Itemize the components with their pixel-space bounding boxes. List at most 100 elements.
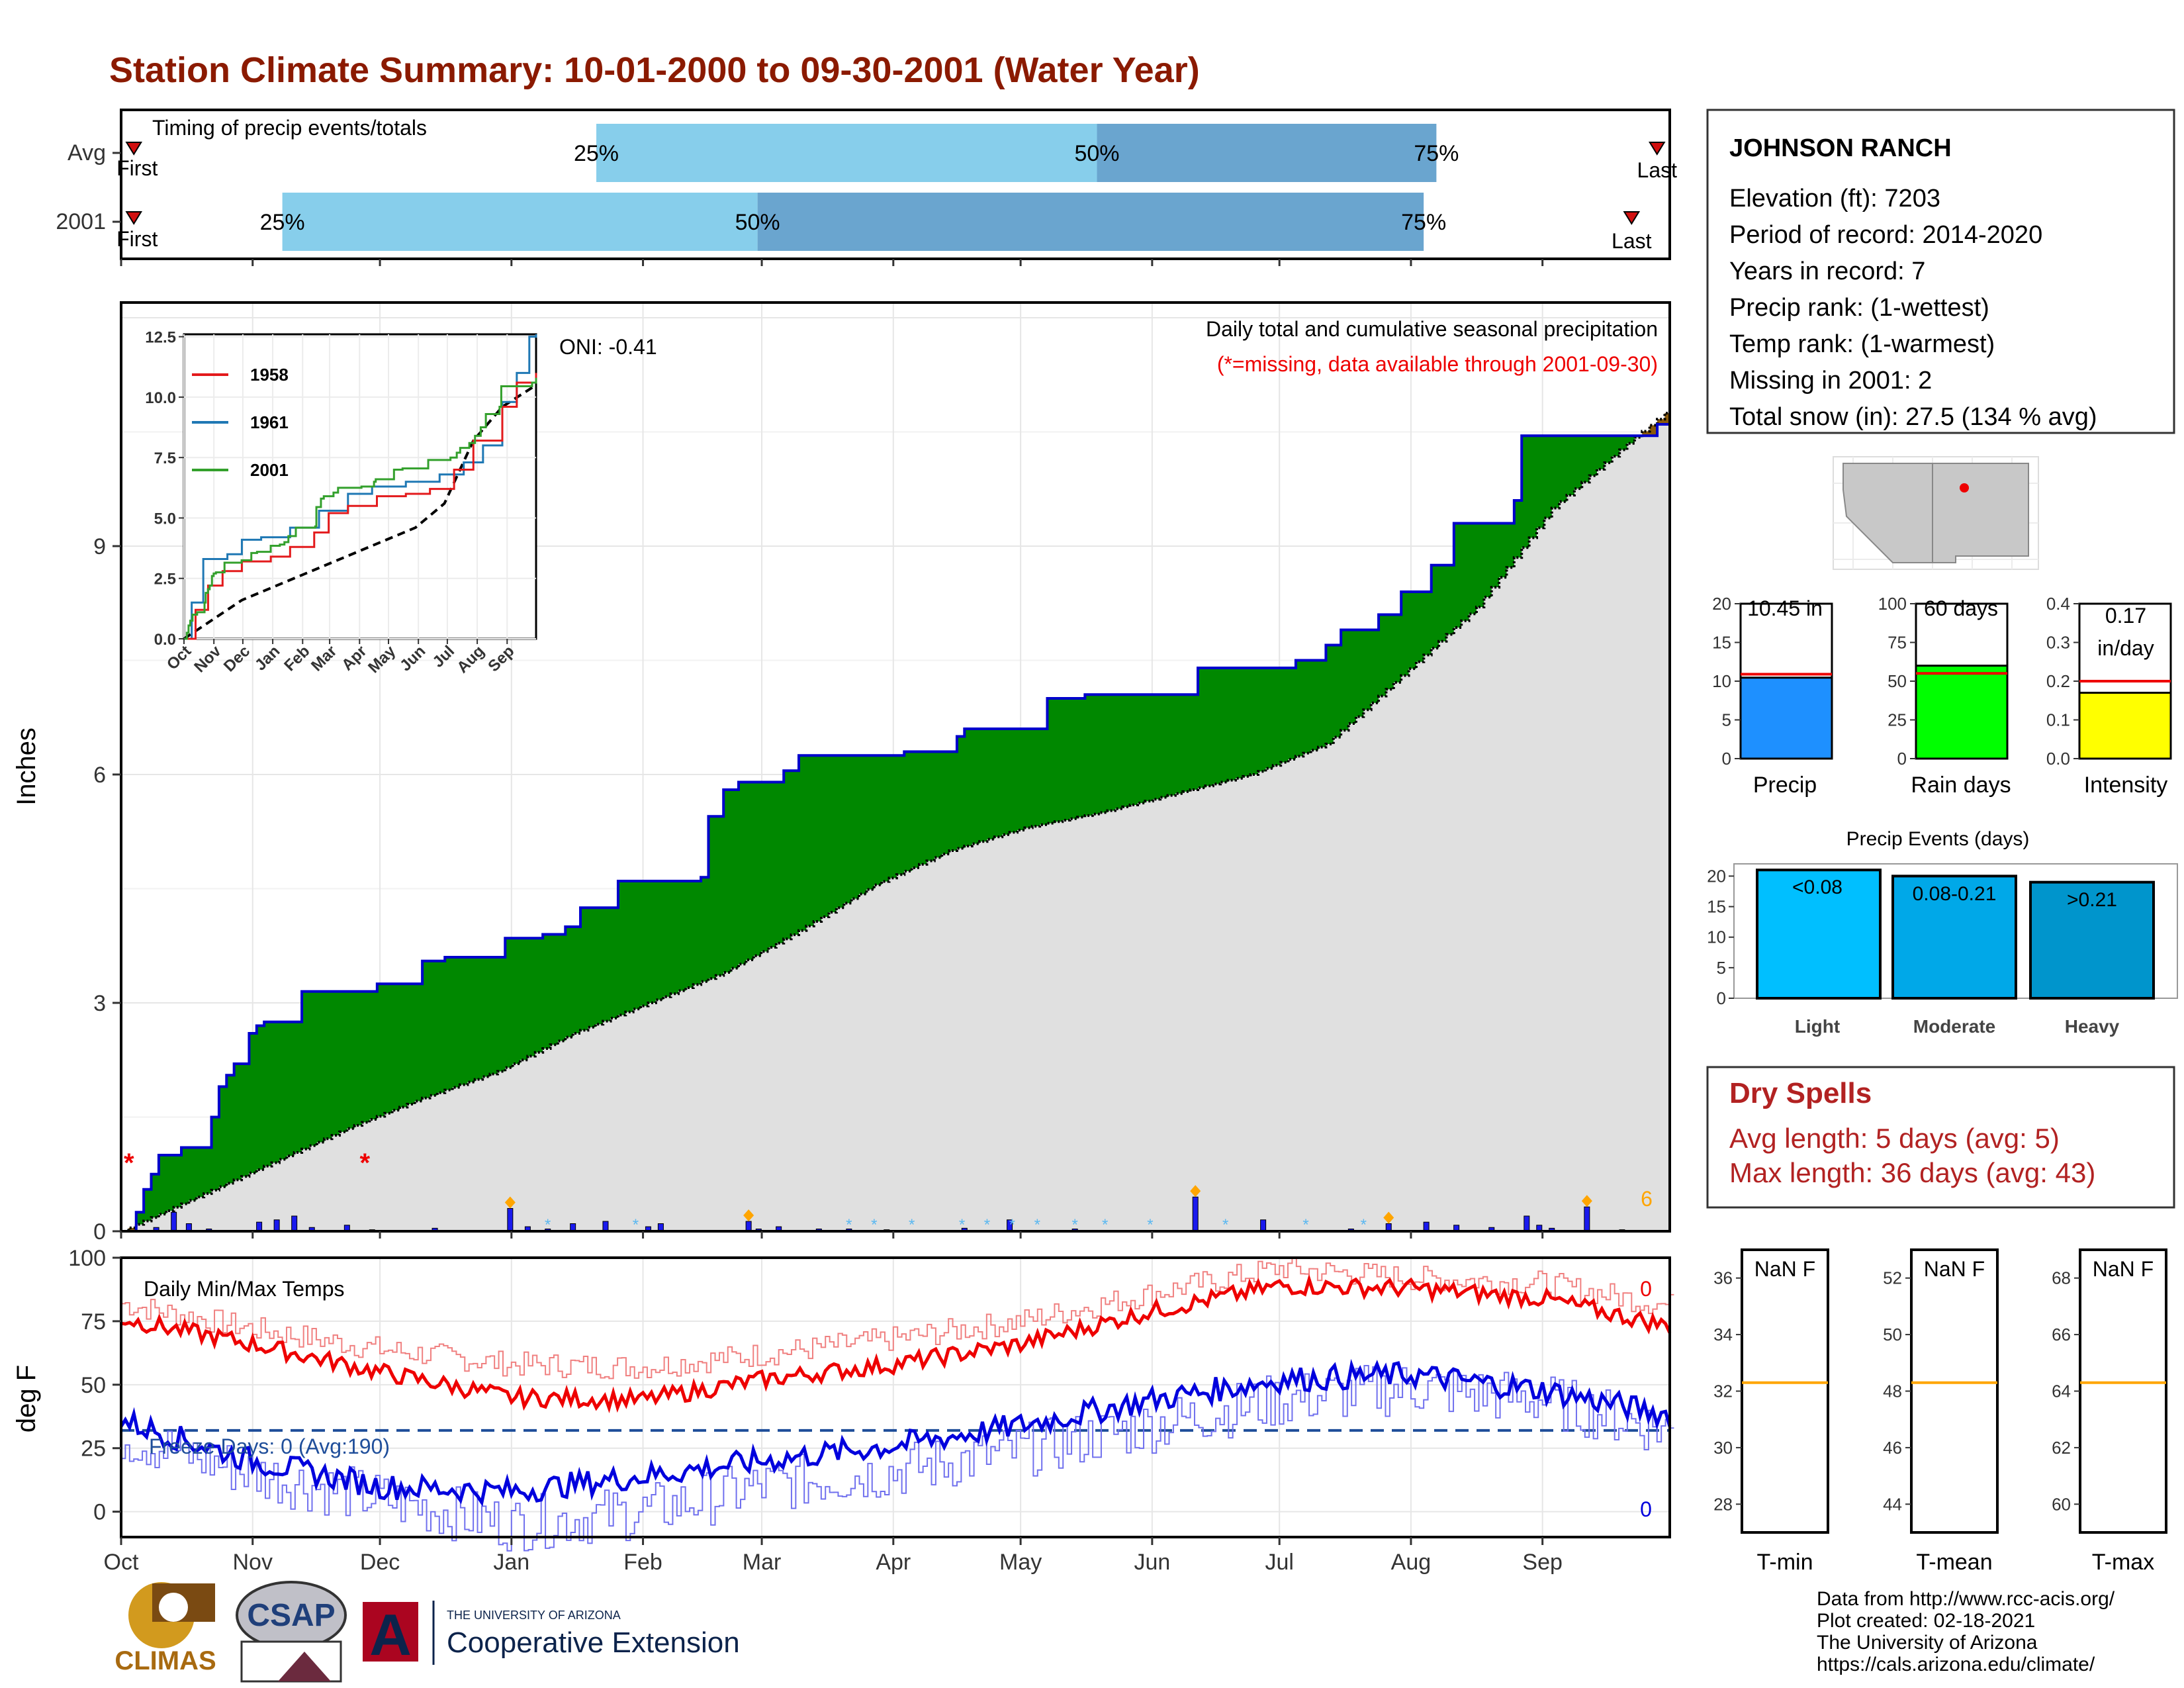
daily-precip-bar (1524, 1215, 1530, 1232)
csap-logo: CSAP (236, 1581, 347, 1683)
timing-last-marker-2001 (1623, 211, 1641, 225)
summary-bars: 0 5 10 15 20 0 25 50 75 100 0.0 0.1 0.2 0.3 0.4 (1712, 594, 2172, 769)
oni-label: ONI: -0.41 (559, 335, 657, 359)
max-temp-line (120, 1274, 1672, 1414)
daily-precip-bar (273, 1219, 280, 1232)
precip-missing-caption: (*=missing, data available through 2001-… (1217, 352, 1658, 376)
snowflake-marker: * (1361, 1216, 1367, 1234)
temp-box-tick-label: 62 (2052, 1438, 2071, 1458)
summary-bar-Intensity (2078, 692, 2172, 760)
month-label-mar: Mar (743, 1550, 782, 1575)
rain-days-bar-label: Rain days (1911, 773, 2011, 798)
credit-university: The University of Arizona (1817, 1632, 2038, 1654)
snow-event-marker (1581, 1195, 1592, 1207)
intensity-bar-unit: in/day (2097, 636, 2154, 660)
summary-tick-label: 50 (1888, 671, 1907, 691)
station-elevation: Elevation (ft): 7203 (1729, 185, 1940, 212)
month-label-dec: Dec (360, 1550, 400, 1575)
event-light-label: Light (1795, 1016, 1840, 1037)
event-heavy-label: Heavy (2065, 1016, 2120, 1037)
max-count-label: 0 (1640, 1277, 1652, 1301)
csap-text: CSAP (247, 1598, 335, 1633)
month-label-jan: Jan (493, 1550, 529, 1575)
temp-box-tick-label: 44 (1883, 1494, 1902, 1514)
summary-tick-label: 0.3 (2046, 633, 2070, 653)
snow-event-marker (743, 1209, 754, 1222)
temp-box-tick-label: 64 (2052, 1382, 2071, 1401)
timing-first-marker-Avg (125, 142, 143, 156)
month-label-oct: Oct (104, 1550, 139, 1575)
timing-avg-p50: 50% (1074, 141, 1119, 166)
summary-bar-Precip (1739, 677, 1833, 760)
snowflake-marker: * (1147, 1216, 1153, 1234)
inset-series-1961 (184, 334, 537, 640)
snowflake-marker: * (633, 1216, 639, 1234)
temp-y-tick-label: 25 (81, 1436, 106, 1462)
temp-box-tick-label: 52 (1883, 1268, 1902, 1288)
summary-tick-label: 100 (1878, 594, 1907, 614)
dry-max: Max length: 36 days (avg: 43) (1729, 1157, 2095, 1188)
inset-series-2001 (184, 377, 537, 640)
credit-url: https://cals.arizona.edu/climate/ (1817, 1654, 2095, 1675)
snowflake-marker: * (909, 1216, 915, 1234)
summary-tick-label: 10 (1712, 671, 1731, 691)
tmean-value: NaN F (1924, 1257, 1985, 1281)
events-tick-label: 15 (1707, 897, 1726, 917)
events-tick-label: 20 (1707, 866, 1726, 886)
inset-series-1958 (184, 373, 537, 640)
precip-y-tick-label: 6 (93, 763, 106, 788)
credit-data-source: Data from http://www.rcc-acis.org/ (1817, 1588, 2115, 1610)
events-tick-label: 10 (1707, 927, 1726, 947)
precip-y-tick-label: 9 (93, 534, 106, 559)
station-location-dot (1960, 483, 1969, 492)
precip-y-tick-label: 0 (93, 1219, 106, 1244)
snowflake-marker: * (846, 1216, 852, 1234)
timing-row-2001-name: 2001 (56, 209, 106, 234)
inset-y-tick-label: 0.0 (154, 631, 176, 649)
temp-panel: Daily Min/Max Temps Freeze Days: 0 (Avg:… (12, 1246, 1674, 1575)
event-count-label: 6 (1641, 1187, 1653, 1211)
temp-box-tick-label: 48 (1883, 1382, 1902, 1401)
events-tick-label: 5 (1717, 958, 1726, 978)
timing-2001-p75: 75% (1401, 210, 1446, 235)
snowflake-marker: * (871, 1216, 877, 1234)
event-moderate-label: Moderate (1913, 1016, 1995, 1037)
credit-plot-date: Plot created: 02-18-2021 (1817, 1610, 2035, 1632)
precip-frame (120, 301, 1671, 1233)
ua-block (363, 1602, 418, 1662)
snow-event-marker (1190, 1185, 1201, 1197)
tmin-value: NaN F (1754, 1257, 1815, 1281)
min-count-label: 0 (1640, 1497, 1652, 1521)
inset-y-tick-label: 2.5 (154, 571, 176, 588)
dry-spells: Dry Spells Avg length: 5 days (avg: 5) M… (1706, 1066, 2175, 1209)
snowflake-marker: * (1222, 1216, 1228, 1234)
average-cumulative-line (121, 412, 1670, 1233)
inset-y-tick-label: 5.0 (154, 510, 176, 528)
temp-box-frame-T-mean (1910, 1248, 1999, 1534)
summary-tick-label: 75 (1888, 633, 1907, 653)
daily-precip-bar (1192, 1196, 1199, 1232)
timing-bar-upper-Avg (1097, 124, 1437, 182)
snowflake-marker: * (1302, 1216, 1308, 1234)
timing-bar-upper-2001 (757, 193, 1424, 251)
snow-event-marker (1383, 1211, 1394, 1224)
temp-box-tick-label: 50 (1883, 1325, 1902, 1344)
temp-box-tick-label: 30 (1713, 1438, 1733, 1458)
month-label-feb: Feb (623, 1550, 662, 1575)
precip-events-chart: 0 5 10 15 20 (1707, 863, 2178, 1008)
summary-tick-label: 20 (1712, 594, 1731, 614)
dry-title: Dry Spells (1729, 1077, 1872, 1109)
station-missing: Missing in 2001: 2 (1729, 367, 1932, 395)
ua-letter: A (369, 1602, 412, 1667)
station-name: JOHNSON RANCH (1729, 134, 1952, 162)
daily-precip-bar (745, 1221, 752, 1232)
freeze-days-label: Freeze Days: 0 (Avg:190) (149, 1434, 390, 1458)
timing-avg-last: Last (1637, 158, 1678, 182)
event-light-range: <0.08 (1792, 876, 1843, 898)
event-heavy-range: >0.21 (2067, 889, 2117, 911)
timing-2001-first: First (116, 227, 158, 251)
summary-tick-label: 15 (1712, 633, 1731, 653)
temp-box-tick-label: 34 (1713, 1325, 1733, 1344)
locator-map (1833, 456, 2039, 570)
